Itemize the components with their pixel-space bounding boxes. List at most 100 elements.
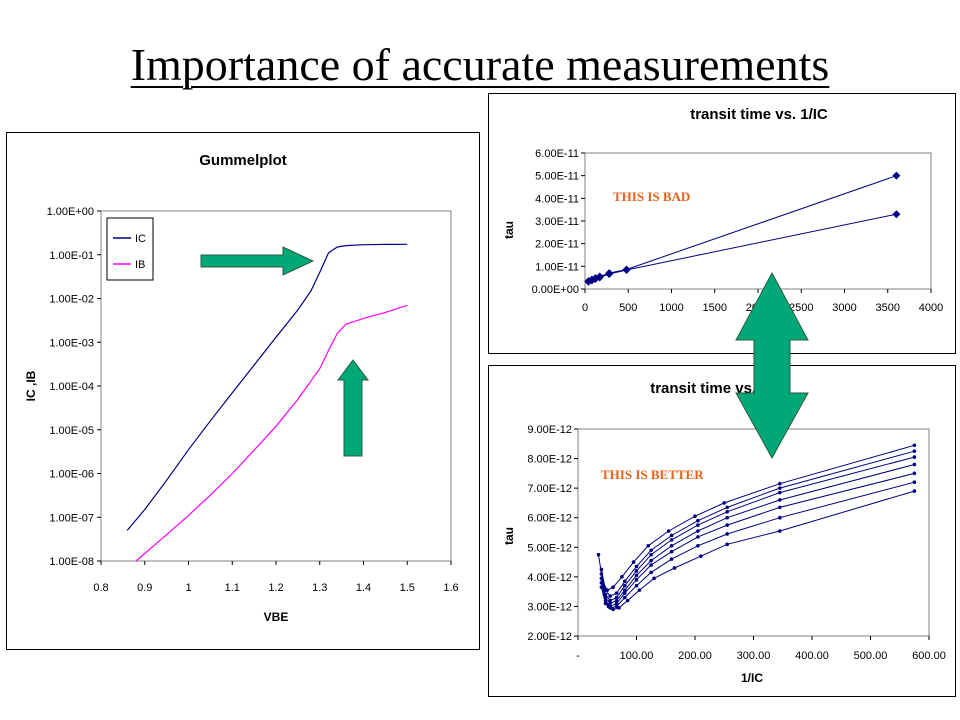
legend-label-ic: IC xyxy=(135,233,146,245)
data-point-marker xyxy=(778,482,782,486)
data-point-marker xyxy=(725,543,729,547)
data-point-marker xyxy=(913,489,917,493)
data-point-marker xyxy=(913,480,917,484)
legend-box xyxy=(107,218,153,280)
transit-time-better-chart: transit time vs. 1/IC 2.00E-12 3.00E-12 4.0… xyxy=(489,366,955,696)
data-point-marker xyxy=(649,548,653,552)
data-point-marker xyxy=(722,501,726,505)
data-point-marker xyxy=(778,506,782,510)
data-point-marker xyxy=(696,523,700,527)
chart-title: Gummelplot xyxy=(199,152,287,169)
y-tick-label: 7.00E-12 xyxy=(527,483,572,495)
data-point-marker xyxy=(623,266,631,274)
data-point-marker xyxy=(892,172,900,180)
y-tick-label: 1.00E+00 xyxy=(47,206,94,218)
y-tick-label: 1.00E-05 xyxy=(49,425,94,437)
data-point-marker xyxy=(667,529,671,533)
y-tick-label: 1.00E-03 xyxy=(49,337,94,349)
data-point-marker xyxy=(600,585,604,589)
data-point-marker xyxy=(892,210,900,218)
data-point-marker xyxy=(635,584,639,588)
data-point-marker xyxy=(725,510,729,514)
data-point-marker xyxy=(597,553,601,557)
y-tick-label: 5.00E-12 xyxy=(527,542,572,554)
y-tick-label: 4.00E-12 xyxy=(527,572,572,584)
data-point-marker xyxy=(611,608,615,612)
data-point-marker xyxy=(649,571,653,575)
data-point-marker xyxy=(913,443,917,447)
x-tick-label: 1 xyxy=(185,582,191,594)
y-tick-label: 1.00E-02 xyxy=(49,294,94,306)
y-tick-label: 1.00E-01 xyxy=(49,250,94,262)
x-tick-label: 3000 xyxy=(832,302,856,314)
data-point-marker xyxy=(626,599,630,603)
data-point-marker xyxy=(600,568,604,572)
x-tick-label: 1.6 xyxy=(443,582,458,594)
data-point-marker xyxy=(611,585,615,589)
data-point-marker xyxy=(620,575,624,579)
y-tick-label: 3.00E-11 xyxy=(535,216,579,228)
x-tick-label: 400.00 xyxy=(795,650,829,662)
x-tick-label: 0.9 xyxy=(137,582,152,594)
chart-title: transit time vs. 1/IC xyxy=(690,106,828,123)
x-tick-label: 4000 xyxy=(919,302,943,314)
x-tick-label: 1.5 xyxy=(400,582,415,594)
x-tick-label: 1.3 xyxy=(312,582,327,594)
data-point-marker xyxy=(673,566,677,570)
y-tick-label: 9.00E-12 xyxy=(527,424,572,436)
data-point-marker xyxy=(646,544,650,548)
x-tick-label: 600.00 xyxy=(912,650,946,662)
data-point-marker xyxy=(649,553,653,557)
series-line xyxy=(589,214,897,282)
y-tick-label: 6.00E-12 xyxy=(527,513,572,525)
legend-label-ib: IB xyxy=(135,259,145,271)
x-tick-label: 1000 xyxy=(659,302,683,314)
x-tick-label: 0 xyxy=(582,302,588,314)
data-point-marker xyxy=(670,544,674,548)
data-point-marker xyxy=(913,455,917,459)
x-tick-label: 0.8 xyxy=(93,582,108,594)
x-tick-label: 300.00 xyxy=(737,650,771,662)
data-point-marker xyxy=(608,594,612,598)
data-point-marker xyxy=(615,591,619,595)
y-tick-label: 5.00E-11 xyxy=(535,171,579,183)
x-tick-label: - xyxy=(576,650,580,662)
x-tick-label: 1500 xyxy=(703,302,727,314)
data-point-marker xyxy=(607,605,611,609)
x-axis-label: 1/IC xyxy=(741,671,763,685)
data-point-marker xyxy=(600,577,604,581)
data-point-marker xyxy=(635,569,639,573)
data-point-marker xyxy=(635,578,639,582)
data-point-marker xyxy=(635,574,639,578)
transit-time-bad-chart: transit time vs. 1/IC 0.00E+00 1.00E-11 2.0… xyxy=(489,94,955,353)
y-tick-label: 1.00E-11 xyxy=(535,261,579,273)
data-point-marker xyxy=(913,463,917,467)
series-ic-line xyxy=(127,244,407,530)
x-tick-label: 2500 xyxy=(789,302,813,314)
data-point-marker xyxy=(670,557,674,561)
data-point-marker xyxy=(696,535,700,539)
plot-area xyxy=(578,429,929,636)
data-point-marker xyxy=(778,529,782,533)
y-tick-label: 8.00E-12 xyxy=(527,454,572,466)
x-tick-label: 3500 xyxy=(876,302,900,314)
y-tick-label: 2.00E-11 xyxy=(535,239,579,251)
x-tick-label: 1.4 xyxy=(356,582,371,594)
data-point-marker xyxy=(725,532,729,536)
data-point-marker xyxy=(699,554,703,558)
data-point-marker xyxy=(670,550,674,554)
data-point-marker xyxy=(778,516,782,520)
y-axis-label: IC ,IB xyxy=(24,370,38,401)
gummel-plot-panel: Gummelplot 1.00E-08 1.00E-07 1.00E-06 1.00E-… xyxy=(6,132,480,650)
data-point-marker xyxy=(632,560,636,564)
gummel-plot-chart: Gummelplot1.00E-081.00E-071.00E-061.00E-… xyxy=(7,133,479,649)
data-point-marker xyxy=(638,588,642,592)
data-point-marker xyxy=(652,577,656,581)
data-point-marker xyxy=(778,491,782,495)
y-tick-label: 6.00E-11 xyxy=(535,148,579,160)
plot-area xyxy=(585,153,931,289)
x-tick-label: 200.00 xyxy=(678,650,712,662)
y-tick-label: 1.00E-07 xyxy=(49,512,94,524)
y-tick-label: 4.00E-11 xyxy=(535,193,579,205)
annotation-label: THIS IS BAD xyxy=(613,189,690,204)
